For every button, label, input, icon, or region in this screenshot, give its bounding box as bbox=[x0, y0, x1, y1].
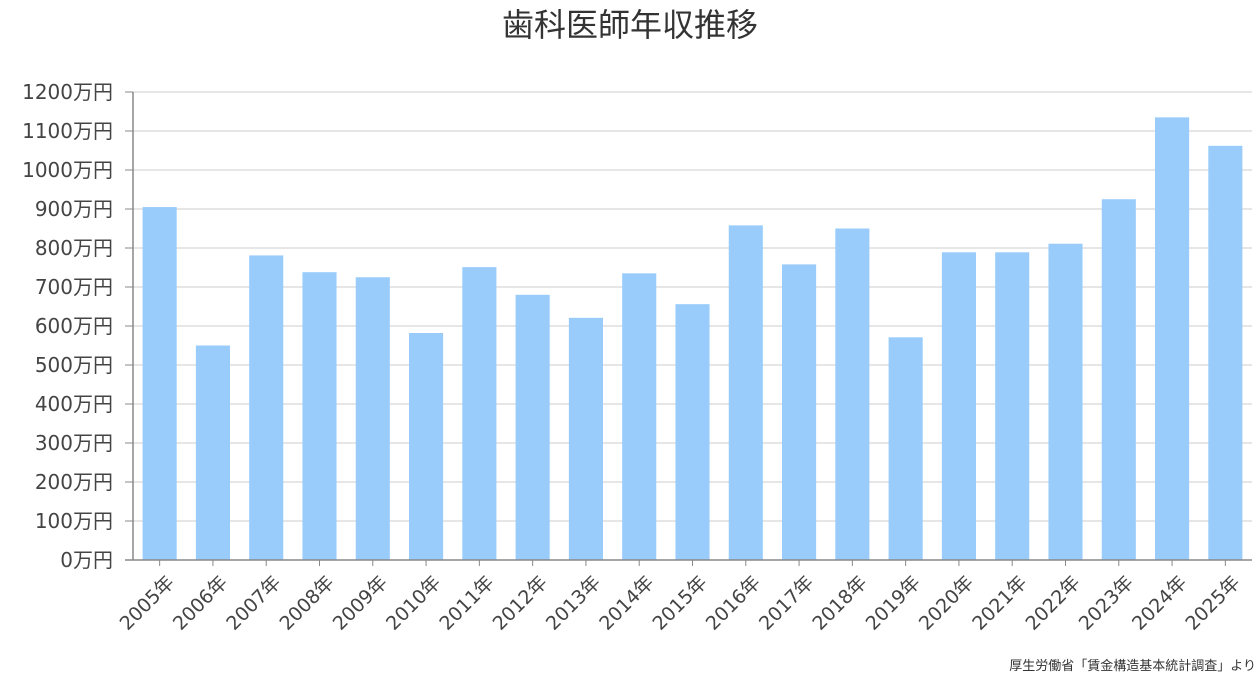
chart-title: 歯科医師年収推移 bbox=[502, 6, 758, 44]
y-tick-label: 1100万円 bbox=[22, 119, 113, 143]
y-tick-label: 700万円 bbox=[35, 275, 113, 299]
bar bbox=[675, 304, 710, 560]
bar bbox=[1208, 145, 1243, 560]
bar bbox=[568, 317, 603, 560]
bar bbox=[409, 333, 444, 560]
bar bbox=[835, 228, 870, 560]
bar bbox=[355, 277, 390, 560]
bar bbox=[728, 225, 763, 560]
x-tick-label: 2007年 bbox=[222, 572, 285, 635]
x-tick-label: 2012年 bbox=[489, 572, 552, 635]
y-tick-label: 100万円 bbox=[35, 509, 113, 533]
x-axis-ticks: 2005年2006年2007年2008年2009年2010年2011年2012年… bbox=[116, 560, 1245, 635]
bar bbox=[515, 294, 550, 560]
y-tick-label: 300万円 bbox=[35, 431, 113, 455]
x-tick-label: 2022年 bbox=[1021, 572, 1084, 635]
bar bbox=[941, 252, 976, 561]
bar bbox=[1155, 117, 1190, 560]
y-tick-label: 400万円 bbox=[35, 392, 113, 416]
x-tick-label: 2010年 bbox=[382, 572, 445, 635]
y-tick-label: 200万円 bbox=[35, 470, 113, 494]
bar bbox=[995, 252, 1030, 561]
bar bbox=[462, 267, 497, 560]
bar bbox=[622, 273, 657, 560]
y-tick-label: 0万円 bbox=[60, 548, 113, 572]
x-tick-label: 2024年 bbox=[1128, 572, 1191, 635]
bar bbox=[888, 337, 923, 560]
x-tick-label: 2023年 bbox=[1075, 572, 1138, 635]
bar bbox=[1048, 243, 1083, 560]
y-tick-label: 600万円 bbox=[35, 314, 113, 338]
bar bbox=[1101, 199, 1136, 560]
x-tick-label: 2021年 bbox=[968, 572, 1031, 635]
x-tick-label: 2015年 bbox=[648, 572, 711, 635]
y-tick-label: 1000万円 bbox=[22, 158, 113, 182]
x-tick-label: 2009年 bbox=[329, 572, 392, 635]
y-tick-label: 800万円 bbox=[35, 236, 113, 260]
bar bbox=[195, 345, 230, 560]
x-tick-label: 2025年 bbox=[1181, 572, 1244, 635]
x-tick-label: 2017年 bbox=[755, 572, 818, 635]
x-tick-label: 2005年 bbox=[116, 572, 179, 635]
bar bbox=[142, 207, 177, 561]
x-tick-label: 2019年 bbox=[862, 572, 925, 635]
y-tick-label: 900万円 bbox=[35, 197, 113, 221]
x-tick-label: 2008年 bbox=[275, 572, 338, 635]
x-tick-label: 2016年 bbox=[702, 572, 765, 635]
x-tick-label: 2011年 bbox=[435, 572, 498, 635]
y-tick-label: 1200万円 bbox=[22, 80, 113, 104]
axes bbox=[125, 92, 1252, 561]
x-tick-label: 2020年 bbox=[915, 572, 978, 635]
bar bbox=[249, 255, 284, 560]
bar bbox=[782, 264, 817, 560]
x-tick-label: 2006年 bbox=[169, 572, 232, 635]
y-tick-label: 500万円 bbox=[35, 353, 113, 377]
bar bbox=[302, 272, 337, 560]
y-axis-ticks: 0万円 100万円 200万円 300万円 400万円 500万円 600万円 700万円 80… bbox=[22, 80, 133, 572]
x-tick-label: 2014年 bbox=[595, 572, 658, 635]
x-tick-label: 2013年 bbox=[542, 572, 605, 635]
bars bbox=[142, 117, 1243, 561]
source-note: 厚生労働省「賃金構造基本統計調査」より bbox=[1009, 658, 1256, 674]
x-tick-label: 2018年 bbox=[808, 572, 871, 635]
